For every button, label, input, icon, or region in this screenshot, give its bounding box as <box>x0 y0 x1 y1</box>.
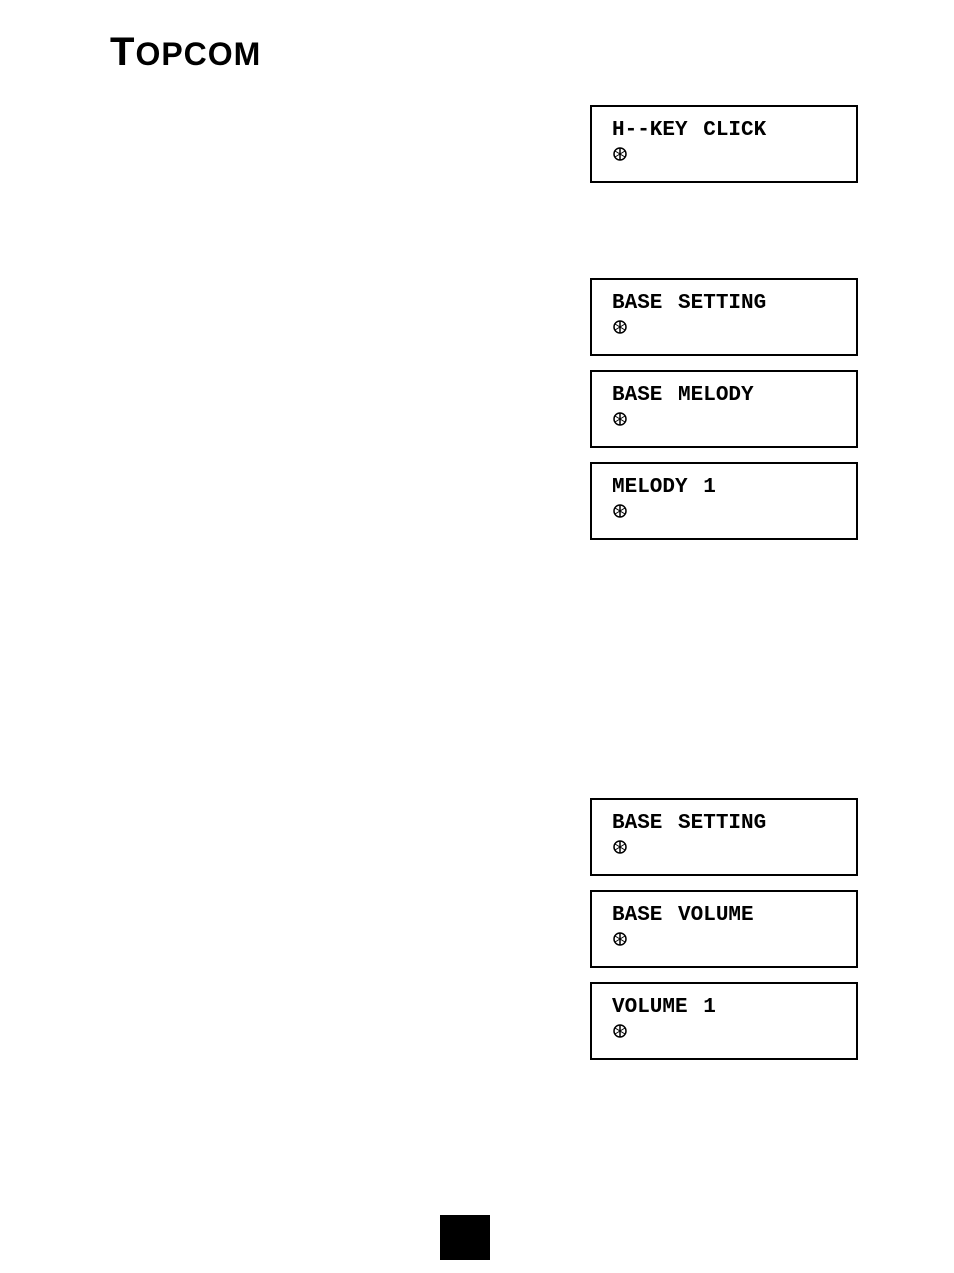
antenna-icon <box>612 146 628 164</box>
lcd-display-box: BASE SETTING <box>590 798 858 876</box>
logo-text-rest: OPCOM <box>135 36 261 72</box>
lcd-text: MELODY 1 <box>612 476 836 499</box>
antenna-icon <box>612 503 628 521</box>
lcd-text: BASE MELODY <box>612 384 836 407</box>
antenna-icon <box>612 839 628 857</box>
lcd-text: H--KEY CLICK <box>612 119 836 142</box>
lcd-display-box: MELODY 1 <box>590 462 858 540</box>
lcd-display-box: BASE VOLUME <box>590 890 858 968</box>
antenna-icon <box>612 1023 628 1041</box>
lcd-display-box: BASE SETTING <box>590 278 858 356</box>
lcd-display-box: VOLUME 1 <box>590 982 858 1060</box>
lcd-text: BASE VOLUME <box>612 904 836 927</box>
page-number-block <box>440 1215 490 1260</box>
brand-logo: TOPCOM <box>110 30 261 75</box>
lcd-text: VOLUME 1 <box>612 996 836 1019</box>
antenna-icon <box>612 411 628 429</box>
lcd-display-box: H--KEY CLICK <box>590 105 858 183</box>
lcd-text: BASE SETTING <box>612 812 836 835</box>
lcd-text: BASE SETTING <box>612 292 836 315</box>
antenna-icon <box>612 319 628 337</box>
lcd-display-box: BASE MELODY <box>590 370 858 448</box>
antenna-icon <box>612 931 628 949</box>
logo-text-initial: T <box>110 30 135 75</box>
